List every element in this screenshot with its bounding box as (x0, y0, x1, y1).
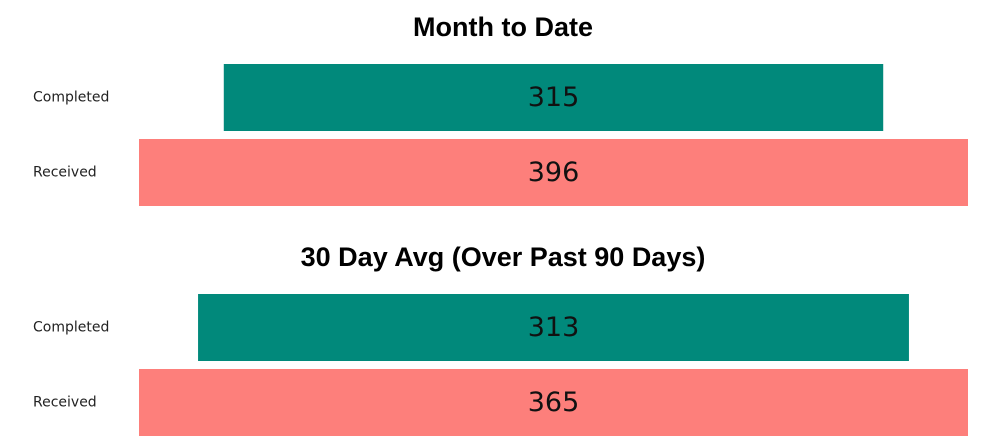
funnel-bar (139, 139, 968, 206)
value-label: 396 (528, 157, 580, 188)
chart-title: 30 Day Avg (Over Past 90 Days) (301, 242, 706, 272)
category-label: Received (33, 165, 97, 181)
funnel-bar (139, 369, 968, 436)
category-label: Completed (33, 320, 109, 336)
value-label: 313 (528, 312, 580, 343)
funnel-bar (223, 64, 884, 131)
chart-title: Month to Date (413, 12, 593, 42)
funnel-bar (198, 294, 909, 361)
value-label: 365 (528, 387, 580, 418)
value-label: 315 (528, 82, 580, 113)
category-label: Completed (33, 90, 109, 106)
category-label: Received (33, 395, 97, 411)
